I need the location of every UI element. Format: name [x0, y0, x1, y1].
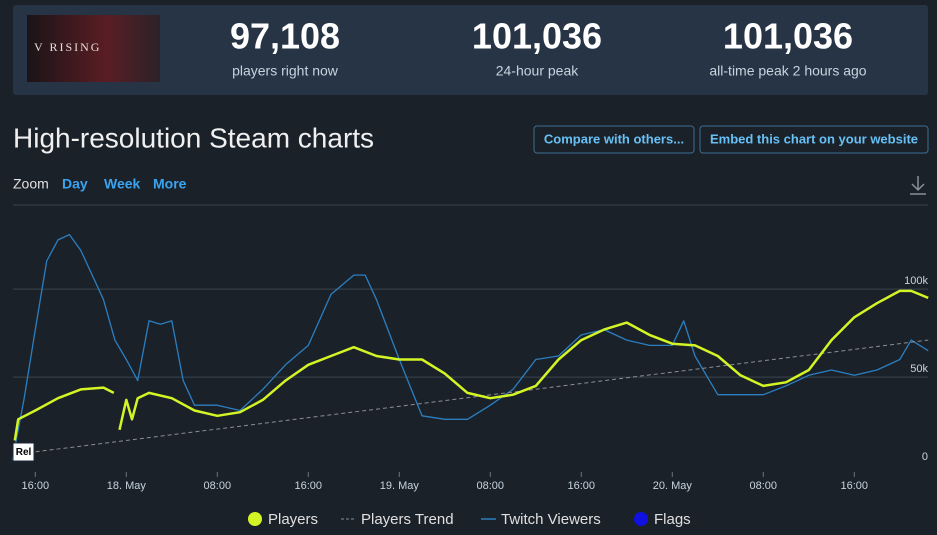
release-marker-label: Rel	[16, 447, 32, 458]
game-name: V RISING	[34, 40, 101, 54]
x-tick-label: 08:00	[750, 480, 778, 492]
compare-button[interactable]	[533, 125, 695, 154]
game-logo	[27, 15, 160, 82]
x-tick-label: 16:00	[295, 480, 323, 492]
embed-button-label[interactable]: Embed this chart on your website	[710, 131, 918, 146]
legend-swatch	[634, 512, 648, 526]
y-tick-label: 100k	[904, 275, 928, 287]
stat-label: all-time peak 2 hours ago	[709, 63, 866, 79]
release-marker	[12, 442, 35, 462]
y-tick-label: 0	[922, 451, 928, 463]
stat-label: 24-hour peak	[496, 63, 580, 79]
x-tick-label: 08:00	[204, 480, 232, 492]
x-tick-label: 19. May	[380, 480, 420, 492]
x-tick-label: 20. May	[653, 480, 693, 492]
legend-label: Players	[268, 511, 318, 528]
stat-label: players right now	[232, 63, 339, 79]
zoom-option[interactable]: Day	[62, 176, 88, 192]
stat-value: 101,036	[723, 16, 853, 57]
stat-value: 101,036	[472, 16, 602, 57]
legend-label: Twitch Viewers	[501, 511, 601, 528]
compare-button-label[interactable]: Compare with others...	[544, 131, 684, 146]
legend-label: Flags	[654, 511, 691, 528]
x-tick-label: 16:00	[841, 480, 869, 492]
section-title: High-resolution Steam charts	[13, 122, 374, 153]
download-icon[interactable]	[910, 176, 926, 195]
zoom-label: Zoom	[13, 176, 49, 192]
zoom-option[interactable]: More	[153, 176, 187, 192]
legend-swatch	[248, 512, 262, 526]
legend-label: Players Trend	[361, 511, 454, 528]
x-tick-label: 16:00	[22, 480, 50, 492]
x-tick-label: 16:00	[568, 480, 596, 492]
x-tick-label: 18. May	[107, 480, 147, 492]
x-tick-label: 08:00	[477, 480, 505, 492]
embed-button[interactable]	[699, 125, 929, 154]
series-line	[14, 339, 929, 455]
zoom-option[interactable]: Week	[104, 176, 141, 192]
header-panel	[13, 5, 928, 95]
y-tick-label: 50k	[910, 363, 928, 375]
stat-value: 97,108	[230, 16, 340, 57]
series-line	[11, 233, 929, 460]
series-line	[13, 289, 929, 441]
